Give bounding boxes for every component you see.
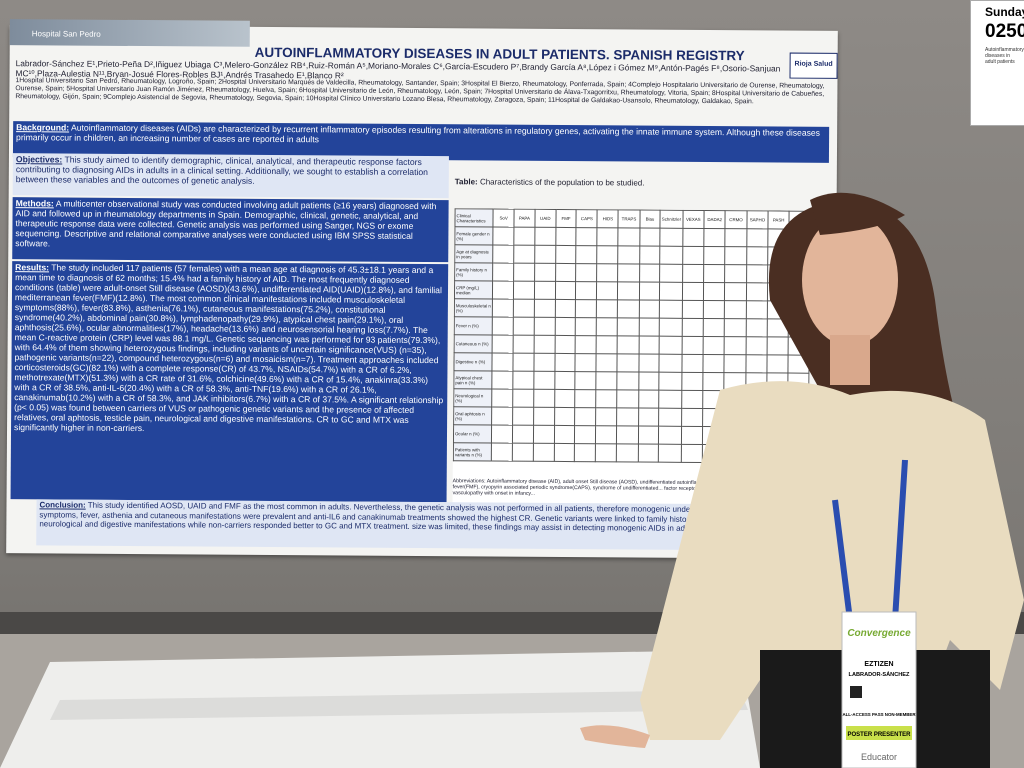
badge-pass: ALL-ACCESS PASS NON-MEMBER [842, 712, 916, 717]
table-edge [50, 690, 748, 720]
neck [830, 335, 870, 385]
badge-role: POSTER PRESENTER [847, 732, 911, 738]
hand [580, 725, 650, 748]
badge-role-band [846, 726, 912, 740]
lanyard [832, 459, 908, 621]
sign-number: 0250 [985, 21, 1024, 42]
hair-top [810, 192, 905, 235]
badge-sponsor: Educator [861, 752, 897, 762]
sign-text: Autoinflammatory diseases in adult patie… [985, 47, 1024, 65]
badge-first-name: EZTIZEN [864, 661, 893, 668]
badge-event: Convergence [847, 628, 911, 639]
face [802, 214, 898, 346]
sign-day: Sunday [985, 5, 1024, 19]
badge-last-name: LABRADOR-SÁNCHEZ [849, 671, 910, 678]
session-sign: Sunday 0250 Autoinflammatory diseases in… [970, 0, 1024, 126]
qr-code [850, 686, 862, 698]
